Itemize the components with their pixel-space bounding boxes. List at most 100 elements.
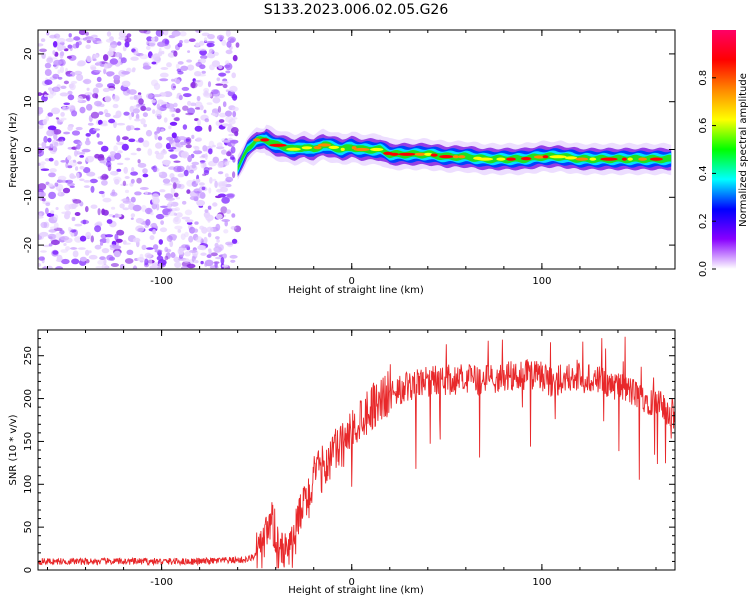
noise-blob: [86, 171, 96, 177]
noise-blob: [44, 62, 52, 69]
noise-blob: [106, 71, 115, 76]
noise-blob: [169, 121, 178, 126]
noise-blob: [161, 159, 171, 165]
noise-blob: [42, 244, 51, 248]
noise-blob: [51, 91, 57, 96]
noise-blob: [218, 119, 225, 123]
noise-blob: [226, 151, 232, 157]
noise-blob: [147, 258, 153, 266]
noise-blob: [186, 189, 191, 194]
noise-blob: [40, 191, 46, 197]
noise-blob: [109, 44, 118, 49]
noise-blob: [152, 165, 158, 173]
noise-blob: [185, 144, 192, 149]
noise-blob: [63, 243, 67, 246]
noise-blob: [63, 80, 69, 85]
signal-peak: [414, 152, 427, 156]
noise-blob: [48, 236, 53, 240]
noise-blob: [142, 65, 152, 70]
noise-blob: [38, 256, 45, 261]
noise-blob: [144, 258, 149, 266]
noise-blob: [46, 129, 55, 137]
noise-blob: [79, 256, 87, 262]
noise-blob: [225, 110, 232, 117]
noise-blob: [137, 159, 141, 164]
noise-blob: [55, 232, 62, 239]
signal-peak: [269, 143, 287, 147]
noise-blob: [199, 104, 204, 111]
noise-blob: [38, 125, 44, 129]
noise-blob: [220, 257, 225, 265]
noise-blob: [222, 83, 228, 89]
noise-blob: [187, 50, 191, 53]
noise-blob: [121, 80, 131, 88]
noise-blob: [141, 244, 147, 250]
noise-blob: [75, 203, 79, 207]
noise-blob: [122, 200, 132, 204]
noise-blob: [158, 172, 163, 176]
noise-blob: [68, 226, 72, 232]
noise-blob: [212, 202, 218, 207]
noise-blob: [84, 140, 91, 146]
noise-blob: [160, 150, 168, 155]
noise-blob: [95, 265, 105, 269]
noise-blob: [109, 58, 118, 65]
signal-peak: [589, 157, 597, 161]
noise-blob: [210, 112, 216, 116]
noise-blob: [177, 229, 182, 233]
noise-blob: [150, 36, 156, 42]
noise-blob: [47, 112, 53, 117]
noise-blob: [115, 110, 122, 118]
noise-blob: [207, 232, 212, 238]
noise-blob: [108, 214, 114, 217]
noise-blob: [140, 118, 146, 125]
noise-blob: [130, 171, 139, 176]
noise-blob: [198, 182, 205, 186]
noise-blob: [203, 92, 213, 98]
noise-blob: [114, 52, 122, 58]
noise-blob: [106, 160, 112, 168]
noise-blob: [218, 244, 224, 251]
noise-blob: [231, 213, 236, 218]
noise-blob: [189, 196, 198, 201]
noise-blob: [90, 111, 100, 119]
noise-blob: [208, 124, 212, 132]
noise-blob: [177, 70, 184, 75]
signal-band: [237, 136, 672, 172]
noise-blob: [208, 148, 213, 155]
noise-blob: [57, 69, 61, 74]
noise-blob: [123, 166, 128, 174]
noise-blob: [48, 147, 53, 151]
noise-blob: [145, 129, 153, 137]
noise-blob: [104, 234, 114, 238]
noise-blob: [57, 76, 63, 80]
noise-blob: [229, 254, 238, 259]
signal-peak: [564, 156, 578, 160]
noise-blob: [230, 259, 236, 263]
noise-blob: [222, 160, 231, 163]
noise-blob: [221, 80, 229, 84]
noise-blob: [44, 79, 53, 85]
noise-blob: [200, 260, 204, 265]
noise-blob: [96, 133, 100, 138]
noise-blob: [61, 258, 70, 265]
spectrogram-ytick-label: 20: [23, 48, 34, 61]
noise-blob: [156, 103, 161, 110]
noise-blob: [92, 128, 101, 131]
noise-blob: [151, 197, 160, 205]
noise-blob: [39, 48, 47, 53]
noise-blob: [90, 204, 98, 209]
noise-blob: [163, 30, 169, 36]
noise-blob: [130, 217, 134, 220]
noise-blob: [152, 229, 157, 235]
noise-blob: [70, 232, 75, 237]
noise-blob: [116, 168, 122, 172]
noise-blob: [77, 161, 83, 165]
noise-blob: [79, 106, 86, 114]
noise-blob: [215, 213, 223, 220]
noise-blob: [175, 142, 180, 147]
noise-blob: [155, 213, 165, 220]
noise-blob: [146, 93, 153, 99]
noise-blob: [55, 266, 64, 269]
noise-blob: [147, 148, 153, 156]
